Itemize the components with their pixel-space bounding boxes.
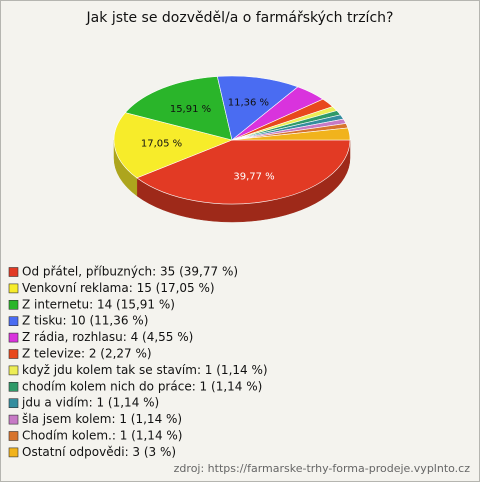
legend-label: Ostatní odpovědi: 3 (3 %) <box>22 445 176 459</box>
value-label: 15,91 % <box>170 104 211 115</box>
slice <box>124 76 233 141</box>
legend-swatch <box>8 381 19 392</box>
legend-label: Venkovní reklama: 15 (17,05 %) <box>22 281 215 295</box>
chart-title: Jak jste se dozvěděl/a o farmářských trz… <box>86 10 394 26</box>
legend-swatch <box>8 332 19 343</box>
slice <box>113 112 233 179</box>
legend-swatch <box>8 398 19 409</box>
slice <box>231 127 351 141</box>
legend-swatch <box>8 283 19 294</box>
legend-label: když jdu kolem tak se stavím: 1 (1,14 %) <box>22 363 268 377</box>
legend-label: šla jsem kolem: 1 (1,14 %) <box>22 412 182 426</box>
slice <box>136 139 351 205</box>
value-label: 11,36 % <box>228 98 269 109</box>
value-label: 17,05 % <box>141 139 182 150</box>
legend-label: Z televize: 2 (2,27 %) <box>22 347 152 361</box>
legend-swatch <box>8 431 19 441</box>
source: zdroj: https://farmarske-trhy-forma-prod… <box>174 462 471 475</box>
legend-label: Z tisku: 10 (11,36 %) <box>22 314 148 328</box>
legend-swatch <box>8 349 19 359</box>
legend-swatch <box>8 267 19 277</box>
legend-label: chodím kolem nich do práce: 1 (1,14 %) <box>22 379 262 393</box>
legend-swatch <box>8 365 19 376</box>
legend-swatch <box>8 414 19 425</box>
slice <box>216 75 299 141</box>
legend-swatch <box>8 447 19 458</box>
legend-swatch <box>8 299 19 310</box>
legend-swatch <box>8 316 19 327</box>
legend-label: Z internetu: 14 (15,91 %) <box>22 297 175 311</box>
legend-label: Chodím kolem.: 1 (1,14 %) <box>22 429 182 443</box>
value-label: 39,77 % <box>233 171 274 182</box>
legend-label: jdu a vidím: 1 (1,14 %) <box>21 396 159 410</box>
legend-label: Od přátel, příbuzných: 35 (39,77 %) <box>22 265 238 279</box>
legend-label: Z rádia, rozhlasu: 4 (4,55 %) <box>22 330 193 344</box>
